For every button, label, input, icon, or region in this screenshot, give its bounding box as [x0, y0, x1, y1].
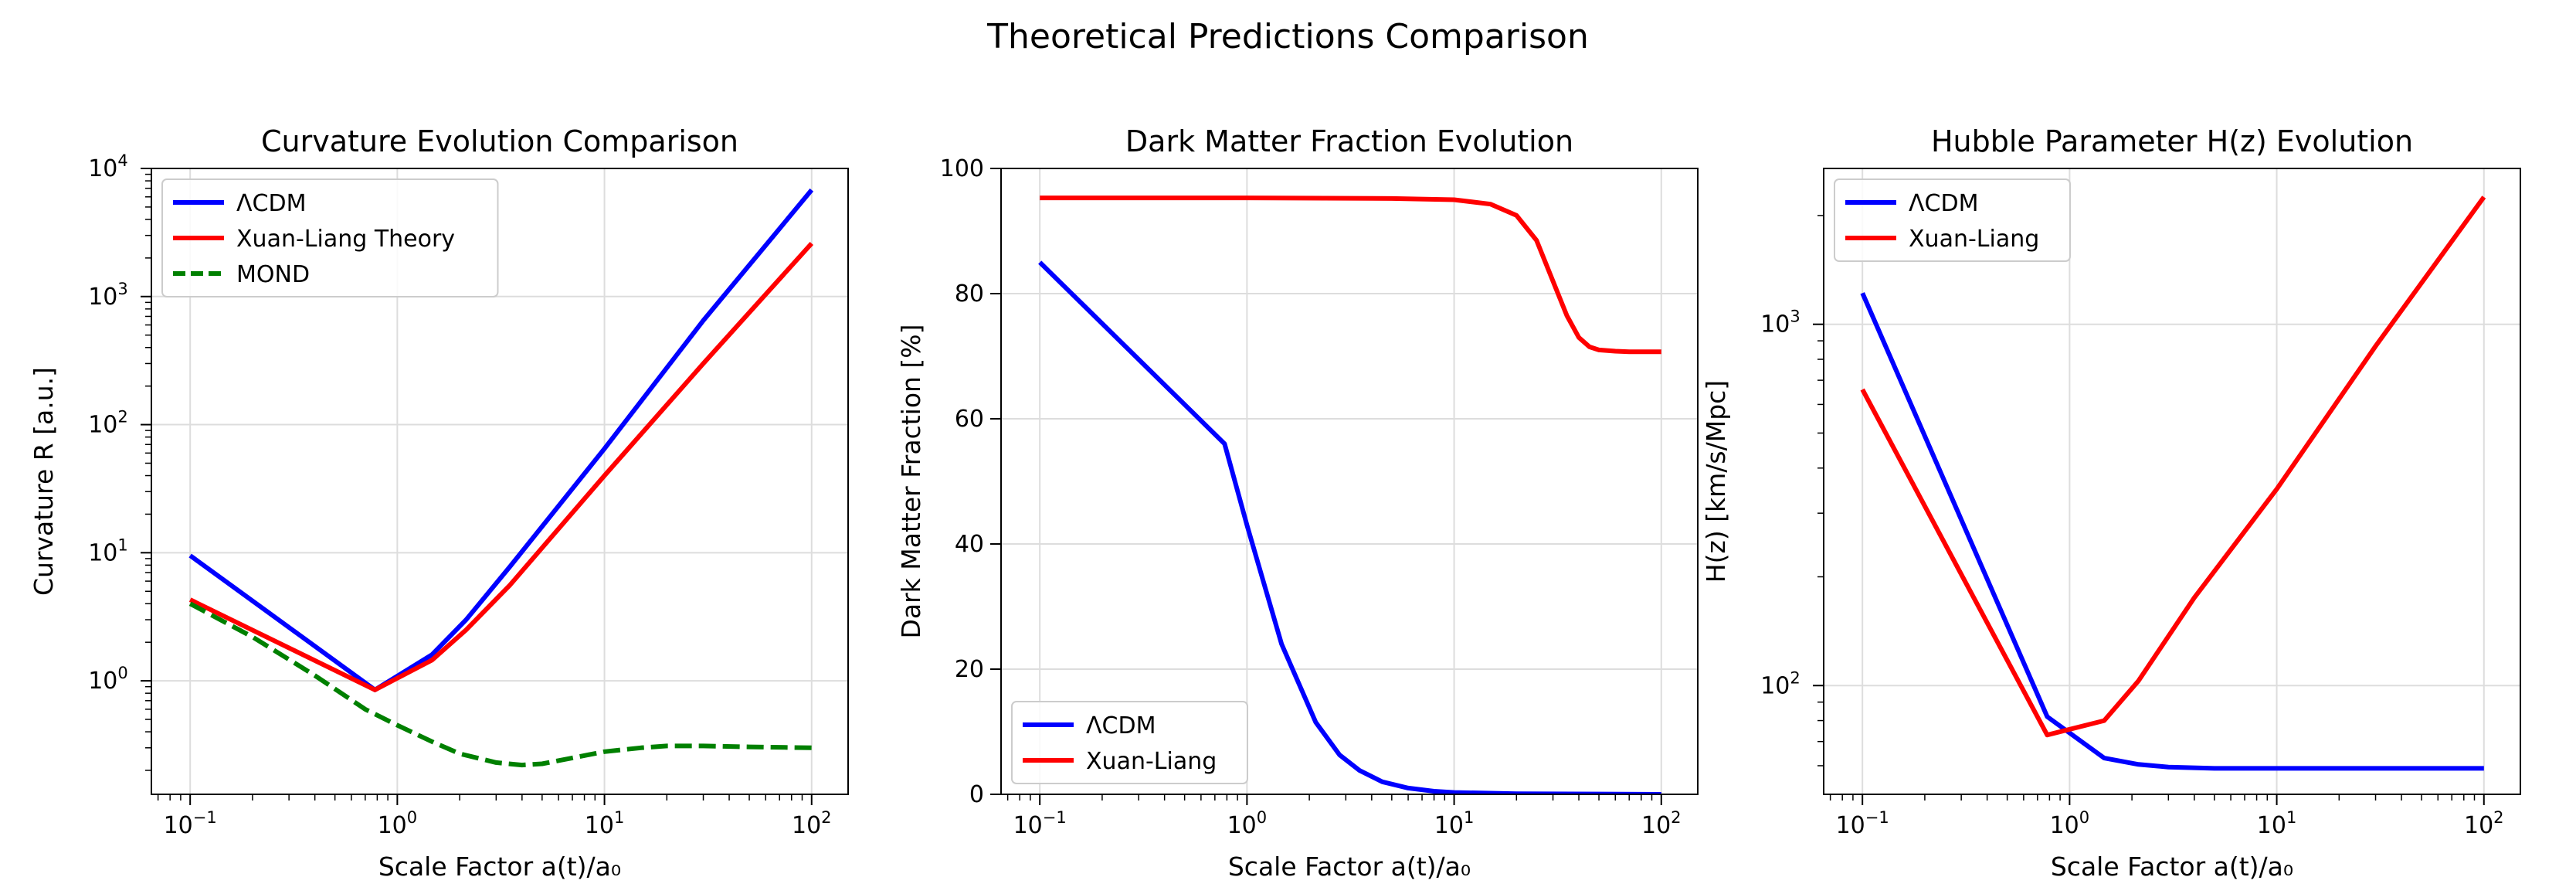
x-tick-label: 10−1	[164, 808, 217, 839]
x-tick-label: 10−1	[1013, 808, 1067, 839]
series-line-xuan-liang-theory	[188, 241, 814, 692]
series-group	[1038, 195, 1661, 794]
y-tick-label: 100	[88, 664, 128, 695]
series-group	[188, 188, 814, 768]
chart-title: Curvature Evolution Comparison	[261, 124, 738, 158]
y-tick-label: 102	[1760, 668, 1800, 699]
axes-frame	[1000, 168, 1699, 795]
x-axis-label: Scale Factor a(t)/a₀	[1228, 852, 1471, 882]
series-line-xuan-liang	[1860, 195, 2486, 738]
y-tick-label: 103	[88, 280, 128, 311]
series-group	[1860, 195, 2486, 771]
legend: ΛCDM Xuan-Liang	[1834, 178, 2071, 262]
y-tick-label: 20	[955, 656, 984, 683]
x-tick-label: 101	[2257, 808, 2297, 839]
y-tick-label: 0	[969, 781, 984, 808]
legend: ΛCDM Xuan-Liang	[1011, 701, 1248, 784]
chart-title: Hubble Parameter H(z) Evolution	[1931, 124, 2413, 158]
figure-suptitle: Theoretical Predictions Comparison	[987, 17, 1589, 56]
legend-label: MOND	[236, 261, 310, 288]
legend-label: ΛCDM	[1086, 712, 1156, 739]
legend-box	[1011, 701, 1248, 784]
series-line-xuan-liang	[1040, 195, 1661, 355]
series-line--cdm	[1038, 260, 1661, 794]
x-tick-label: 100	[1227, 808, 1268, 839]
legend-box	[161, 178, 499, 297]
x-tick-label: 101	[585, 808, 625, 839]
chart-panel-3: 10−1 100 101 102 102 103 Hubble Parameter H(z)…	[1701, 124, 2521, 882]
legend-label: Xuan-Liang Theory	[236, 226, 455, 253]
y-tick-label: 80	[955, 280, 984, 308]
x-axis-label: Scale Factor a(t)/a₀	[2051, 852, 2293, 882]
axes-frame	[1823, 168, 2521, 795]
y-tick-label: 103	[1760, 308, 1800, 338]
legend-label: Xuan-Liang	[1909, 226, 2039, 253]
y-tick-label: 104	[88, 151, 128, 182]
x-tick-label: 102	[2464, 808, 2504, 839]
x-tick-label: 100	[378, 808, 418, 839]
y-axis-label: Dark Matter Fraction [%]	[896, 324, 926, 638]
legend-box	[1834, 178, 2071, 262]
y-axis-label: H(z) [km/s/Mpc]	[1701, 380, 1731, 583]
plot-area	[1001, 168, 1698, 794]
axes-frame	[151, 168, 849, 795]
series-line-mond	[188, 601, 812, 768]
x-axis-label: Scale Factor a(t)/a₀	[378, 852, 621, 882]
x-tick-label: 102	[1641, 808, 1682, 839]
x-tick-label: 102	[792, 808, 832, 839]
y-tick-label: 100	[940, 155, 984, 182]
plot-area	[1824, 168, 2520, 794]
legend-label: Xuan-Liang	[1086, 748, 1217, 775]
chart-panel-2: 10−1 100 101 102 0 20 40 60 80 100 Dark Matter Fra…	[896, 124, 1699, 882]
y-tick-label: 40	[955, 531, 984, 558]
legend-label: ΛCDM	[236, 190, 306, 217]
x-tick-label: 10−1	[1836, 808, 1889, 839]
legend: ΛCDM Xuan-Liang Theory MOND	[161, 178, 499, 297]
chart-title: Dark Matter Fraction Evolution	[1125, 124, 1573, 158]
y-tick-label: 102	[88, 408, 128, 439]
x-tick-label: 101	[1434, 808, 1475, 839]
x-tick-label: 100	[2050, 808, 2090, 839]
y-axis-label: Curvature R [a.u.]	[29, 367, 59, 596]
chart-panel-1: 10−1 100 101 102 100 101 102 103 104 Curvature Ev…	[29, 124, 849, 882]
legend-label: ΛCDM	[1909, 190, 1978, 217]
y-tick-label: 60	[955, 406, 984, 433]
y-tick-label: 101	[88, 535, 128, 566]
